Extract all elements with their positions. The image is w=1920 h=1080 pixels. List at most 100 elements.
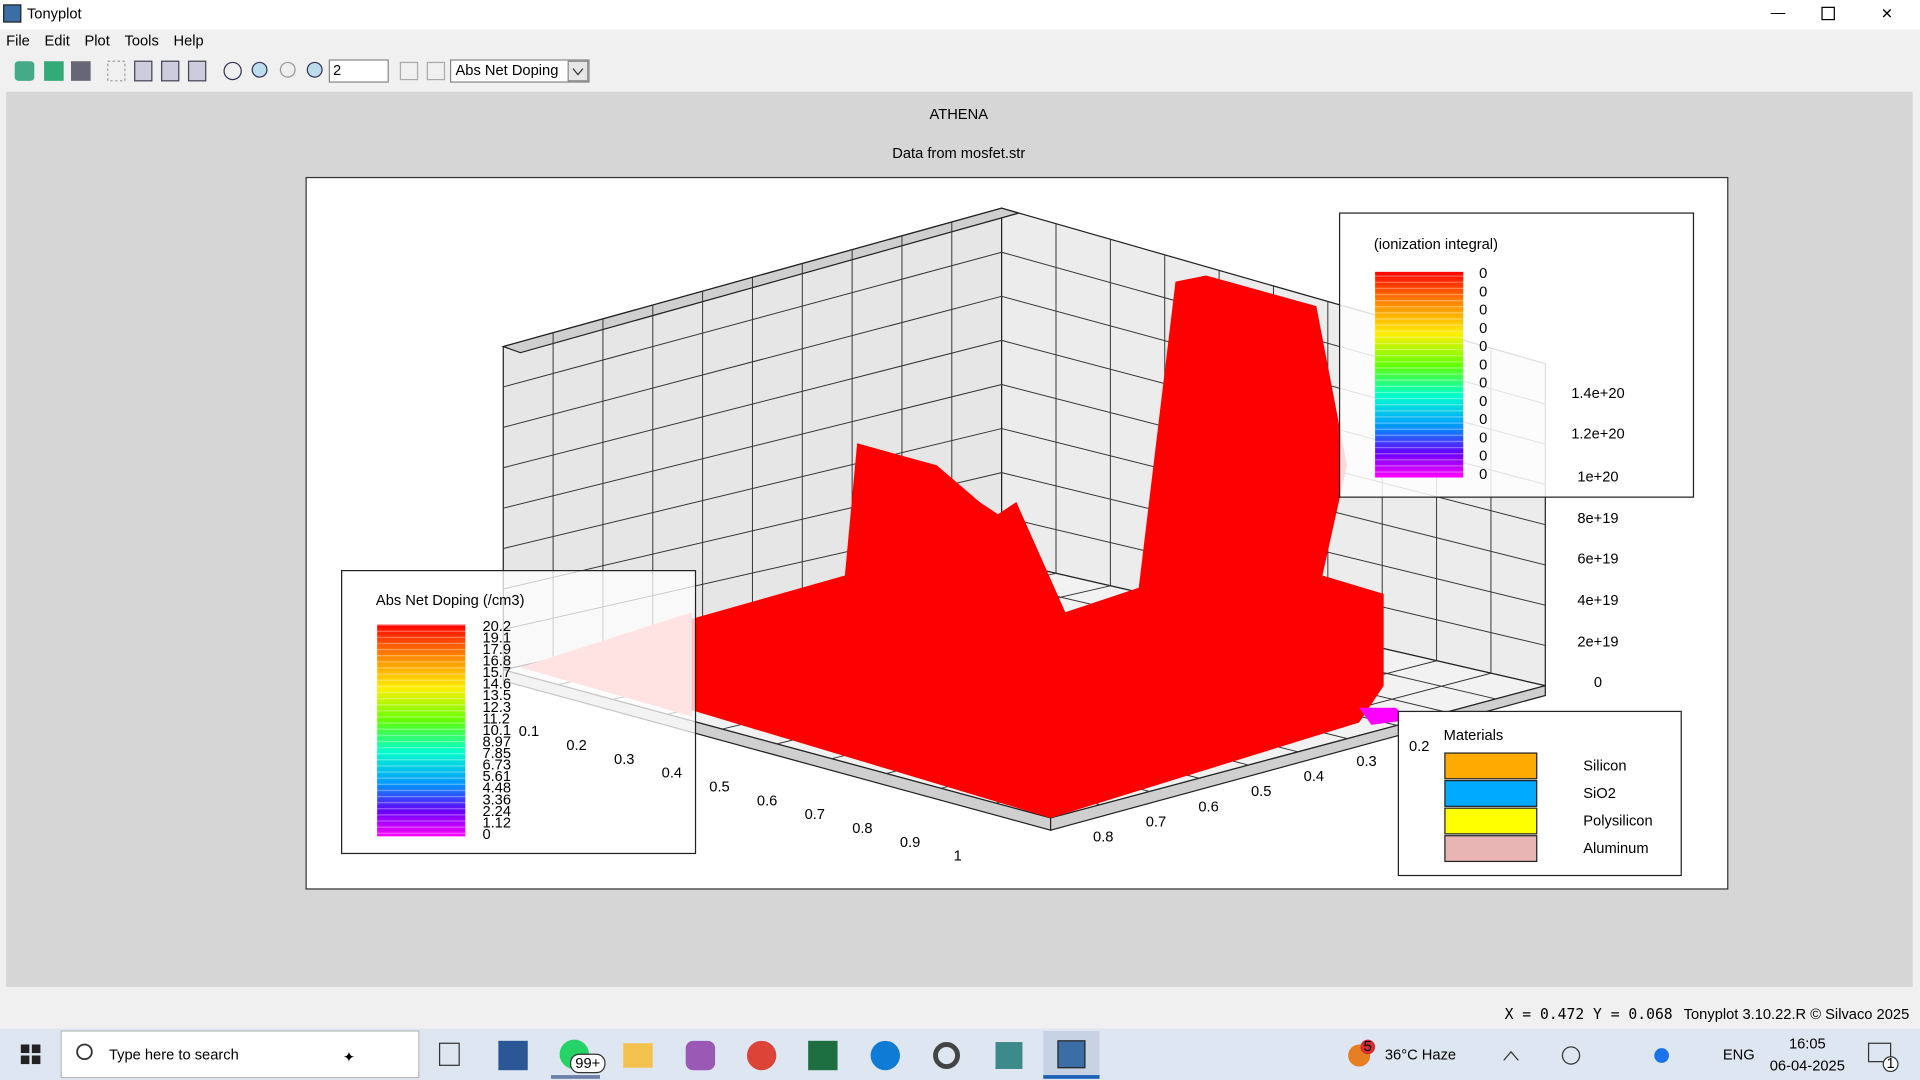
quantity-select[interactable] — [450, 59, 590, 83]
tool-button[interactable] — [107, 60, 126, 82]
title-bar — [0, 0, 1920, 30]
excel-icon[interactable] — [808, 1040, 838, 1071]
network-icon[interactable] — [1561, 1046, 1581, 1065]
start-button[interactable] — [20, 1055, 30, 1065]
legend-label: 4.48 — [482, 781, 511, 797]
bluetooth-icon[interactable] — [1654, 1048, 1669, 1063]
tool-button[interactable] — [44, 61, 64, 81]
tray-arrow[interactable] — [1503, 1050, 1519, 1061]
task-view[interactable] — [438, 1042, 460, 1066]
menu-item[interactable]: File — [6, 34, 30, 50]
tool-button[interactable] — [134, 60, 153, 82]
tool-button[interactable] — [14, 61, 35, 81]
legend-label: 8.97 — [482, 734, 511, 750]
tool-button[interactable] — [71, 61, 91, 81]
settings-icon[interactable] — [933, 1042, 960, 1069]
legend-label: 12.3 — [482, 700, 511, 716]
tonyplot-icon[interactable] — [1057, 1040, 1086, 1069]
copilot-icon[interactable] — [685, 1040, 716, 1071]
menu-item[interactable]: Tools — [125, 34, 159, 50]
legend-label: 0 — [1479, 467, 1487, 483]
surface-edge — [1359, 707, 1409, 725]
dropdown-arrow — [572, 68, 584, 76]
legend-label: 17.9 — [482, 642, 511, 658]
zoom-spinner[interactable] — [328, 59, 389, 83]
tool-button[interactable] — [399, 61, 419, 81]
legend-label: 0 — [1479, 449, 1487, 465]
y-tick-label: 0.4 — [1304, 769, 1324, 785]
whatsapp-badge: 99+ — [575, 1056, 600, 1072]
running-indicator — [1043, 1075, 1100, 1079]
labels: 1.4e+20 1.2e+20 1e+20 8e+19 6e+19 4e+19 2e+19 0… — [482, 266, 1652, 864]
plot-title: ATHENA — [930, 107, 989, 123]
app-icon[interactable] — [995, 1042, 1023, 1069]
color-bar-stripes — [377, 624, 466, 837]
legend-label: 0 — [1479, 412, 1487, 428]
minimize[interactable]: — — [1771, 5, 1786, 21]
maximize[interactable] — [1821, 6, 1835, 21]
grid-line — [503, 384, 1002, 509]
tool-button[interactable] — [223, 61, 242, 81]
x-tick-label: 1 — [954, 849, 962, 865]
edge-icon[interactable] — [870, 1040, 900, 1071]
search-placeholder[interactable]: Type here to search — [109, 1047, 239, 1063]
start-button[interactable] — [31, 1055, 41, 1065]
version: Tonyplot 3.10.22.R © Silvaco 2025 — [1684, 1007, 1910, 1023]
menu-item[interactable]: Edit — [44, 34, 69, 50]
y-tick-label: 0.2 — [1409, 739, 1429, 755]
legend-label: 7.85 — [482, 746, 511, 762]
legend-label: 5.61 — [482, 769, 511, 785]
word-icon[interactable] — [498, 1040, 528, 1071]
tool-button[interactable] — [187, 60, 207, 82]
grid-line — [503, 251, 1002, 388]
quantity-value[interactable]: Abs Net Doping — [456, 63, 559, 79]
weather[interactable]: 36°C Haze — [1385, 1047, 1456, 1063]
material-name: Polysilicon — [1583, 814, 1652, 830]
legend-label: 11.2 — [482, 711, 510, 727]
start-button[interactable] — [20, 1044, 30, 1054]
z-tick-label: 1e+20 — [1577, 469, 1618, 485]
legend-label: 13.5 — [482, 688, 511, 704]
color-bar-stripes — [1375, 271, 1464, 478]
tool-button[interactable] — [161, 60, 180, 82]
app-icon — [3, 4, 22, 23]
menu-item[interactable]: Help — [173, 34, 203, 50]
dropdown-button[interactable] — [567, 60, 589, 82]
start-button[interactable] — [31, 1044, 41, 1054]
clock-date[interactable]: 06-04-2025 — [1770, 1058, 1845, 1074]
legend-label: 0 — [1479, 321, 1487, 337]
zoom-value[interactable]: 2 — [333, 63, 341, 79]
tool-button[interactable] — [251, 61, 268, 78]
badge-bg — [570, 1053, 606, 1074]
tool-button[interactable] — [279, 61, 296, 78]
y-tick-label: 0.5 — [1251, 784, 1271, 800]
legend-label: 0 — [1479, 266, 1487, 282]
language[interactable]: ENG — [1723, 1047, 1755, 1063]
legend-label: 2.24 — [482, 804, 511, 820]
x-tick-label: 0.8 — [852, 821, 872, 837]
notifications[interactable] — [1867, 1042, 1892, 1063]
z-tick-label: 6e+19 — [1577, 551, 1618, 567]
legend-label: 15.7 — [482, 665, 511, 681]
grid-line — [503, 428, 1002, 550]
z-tick-label: 8e+19 — [1577, 511, 1618, 527]
explorer-icon[interactable] — [623, 1043, 653, 1068]
clock-time[interactable]: 16:05 — [1789, 1036, 1826, 1052]
close[interactable]: ✕ — [1881, 7, 1893, 23]
legend-label: 0 — [1479, 376, 1487, 392]
x-tick-label: 0.2 — [566, 738, 586, 754]
x-tick-label: 0.1 — [519, 724, 539, 740]
menu-item[interactable]: Plot — [84, 34, 109, 50]
legend-label: 0 — [1479, 284, 1487, 300]
y-tick-label: 0.8 — [1093, 829, 1113, 845]
search-icon — [76, 1043, 93, 1061]
legend-label: 0 — [482, 827, 490, 843]
legend-label: 16.8 — [482, 654, 511, 670]
chrome-icon[interactable] — [746, 1040, 777, 1071]
x-tick-label: 0.9 — [900, 835, 920, 851]
tool-button[interactable] — [306, 61, 323, 78]
search-box[interactable] — [60, 1030, 420, 1079]
legend-label: 6.73 — [482, 758, 511, 774]
tool-button[interactable] — [426, 61, 446, 81]
x-tick-label: 0.7 — [805, 807, 825, 823]
